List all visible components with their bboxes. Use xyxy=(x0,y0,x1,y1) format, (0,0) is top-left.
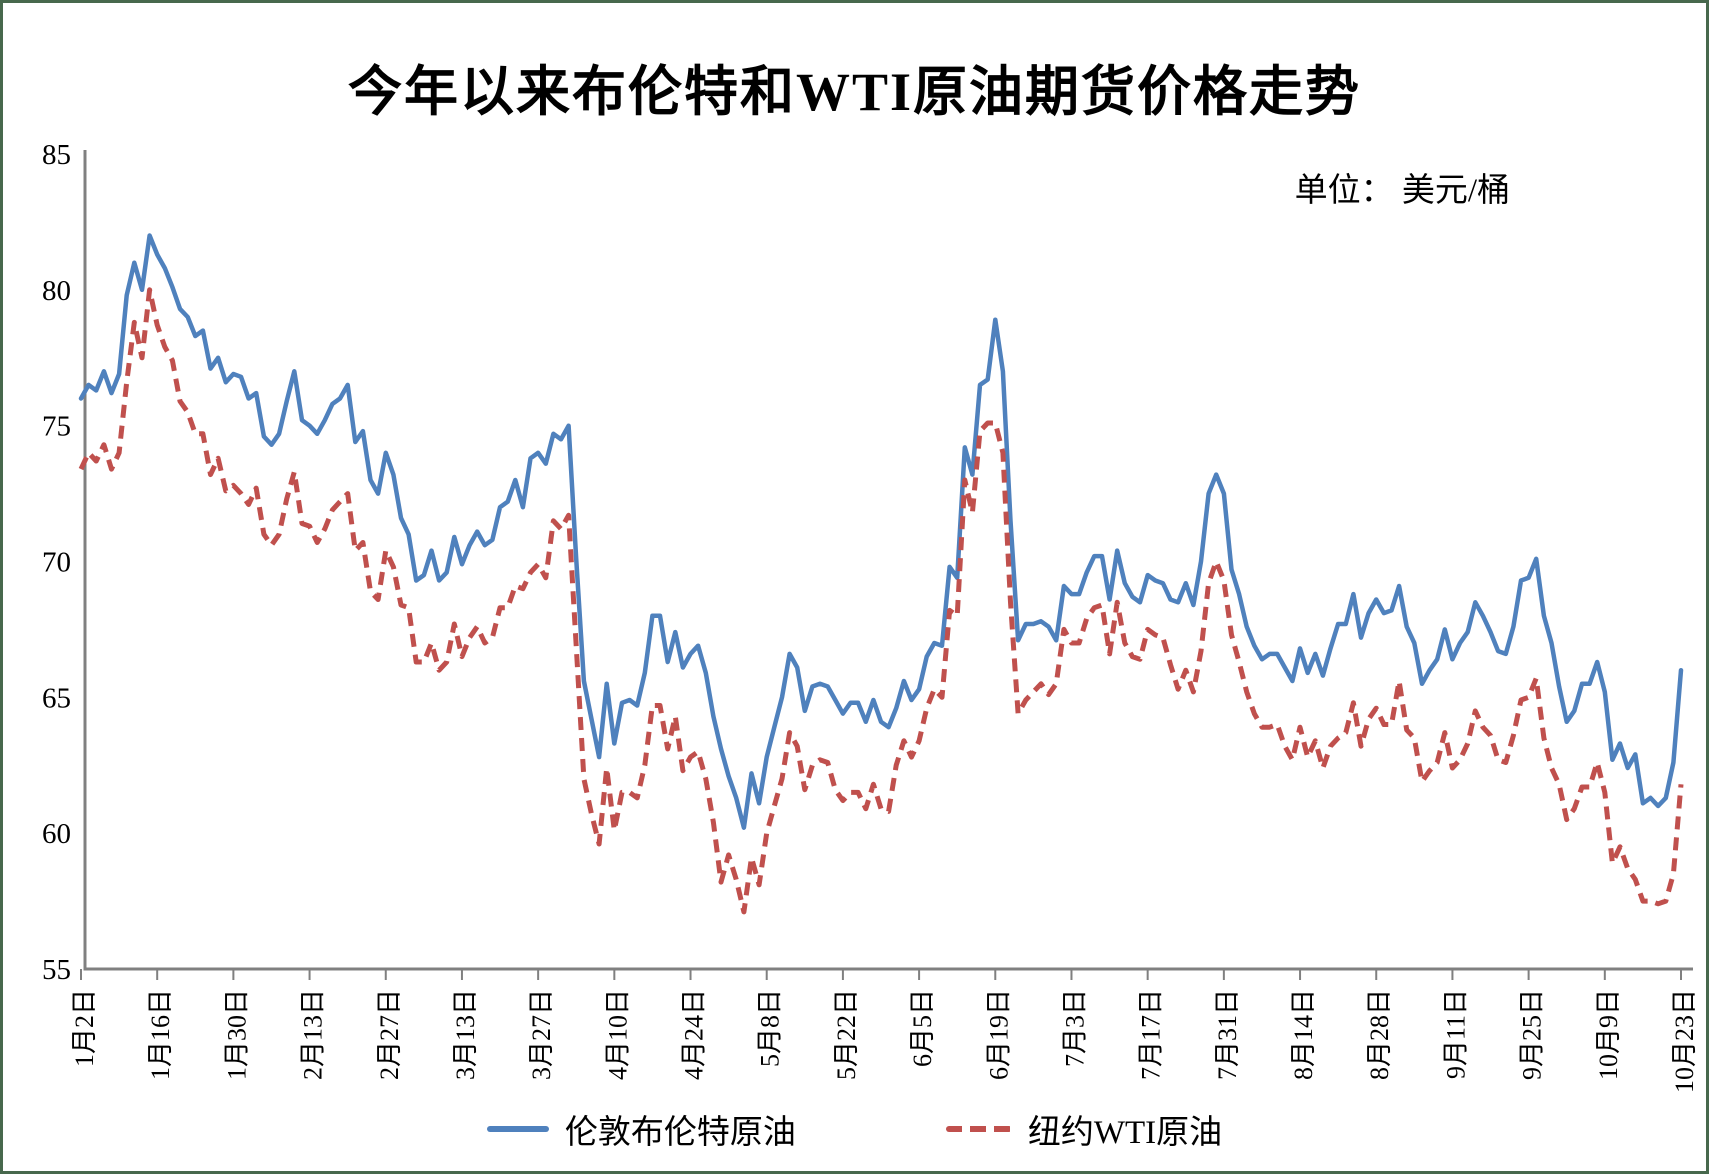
unit-label: 单位： 美元/桶 xyxy=(1294,173,1510,209)
x-axis-tick-label: 4月10日 xyxy=(603,989,632,1080)
x-axis-tick-label: 3月13日 xyxy=(451,989,480,1080)
legend-item-brent: 伦敦布伦特原油 xyxy=(486,1105,796,1153)
x-axis-tick-label: 6月19日 xyxy=(984,989,1013,1080)
x-axis-tick-label: 1月16日 xyxy=(146,989,175,1080)
x-axis-tick-label: 8月14日 xyxy=(1289,989,1318,1080)
legend-label-brent: 伦敦布伦特原油 xyxy=(564,1115,796,1151)
y-axis-tick-label: 60 xyxy=(42,818,71,850)
wti-line-swatch-icon xyxy=(945,1126,1012,1132)
brent-price-line xyxy=(78,233,1684,830)
chart-title: 今年以来布伦特和WTI原油期货价格走势 xyxy=(347,62,1362,122)
x-axis-tick-label: 3月27日 xyxy=(527,989,556,1080)
legend: 伦敦布伦特原油 纽约WTI原油 xyxy=(3,1105,1706,1153)
y-axis-tick-label: 65 xyxy=(42,682,71,714)
x-axis-tick-label: 6月5日 xyxy=(908,989,937,1067)
y-axis-tick-label: 75 xyxy=(42,411,71,443)
price-chart-svg: 85 80 75 70 65 60 55 1月2日 1月16日 1月30日 2月13日 2月27日 3月… xyxy=(42,139,1699,1093)
x-axis-tick-label: 2月13日 xyxy=(299,989,328,1080)
x-axis-tick-label: 9月11日 xyxy=(1441,989,1470,1079)
y-axis-tick-label: 55 xyxy=(42,954,71,986)
y-axis-tick-label: 70 xyxy=(42,547,71,579)
legend-item-wti: 纽约WTI原油 xyxy=(945,1105,1223,1153)
x-axis-tick-label: 1月30日 xyxy=(222,989,251,1080)
x-axis-tick-label: 10月9日 xyxy=(1594,989,1623,1080)
y-axis-tick-label: 80 xyxy=(42,275,71,307)
y-axis-tick-label: 85 xyxy=(42,139,71,171)
legend-label-wti: 纽约WTI原油 xyxy=(1027,1115,1223,1151)
brent-line-swatch-icon xyxy=(486,1126,549,1132)
x-axis-tick-label: 2月27日 xyxy=(375,989,404,1080)
x-axis-tick-label: 5月8日 xyxy=(756,989,785,1067)
x-axis-tick-label: 9月25日 xyxy=(1518,989,1547,1080)
x-axis-tick-label: 5月22日 xyxy=(832,989,861,1080)
x-axis-tick-label: 7月31日 xyxy=(1213,989,1242,1080)
x-axis-tick-label: 1月2日 xyxy=(70,989,99,1067)
x-axis-tick-label: 10月23日 xyxy=(1670,989,1699,1093)
x-axis-tick-label: 4月24日 xyxy=(680,989,709,1080)
wti-price-line xyxy=(78,287,1684,915)
x-axis-tick-label: 7月3日 xyxy=(1060,989,1089,1067)
x-axis-tick-label: 8月28日 xyxy=(1365,989,1394,1080)
x-axis-tick-label: 7月17日 xyxy=(1137,989,1166,1080)
